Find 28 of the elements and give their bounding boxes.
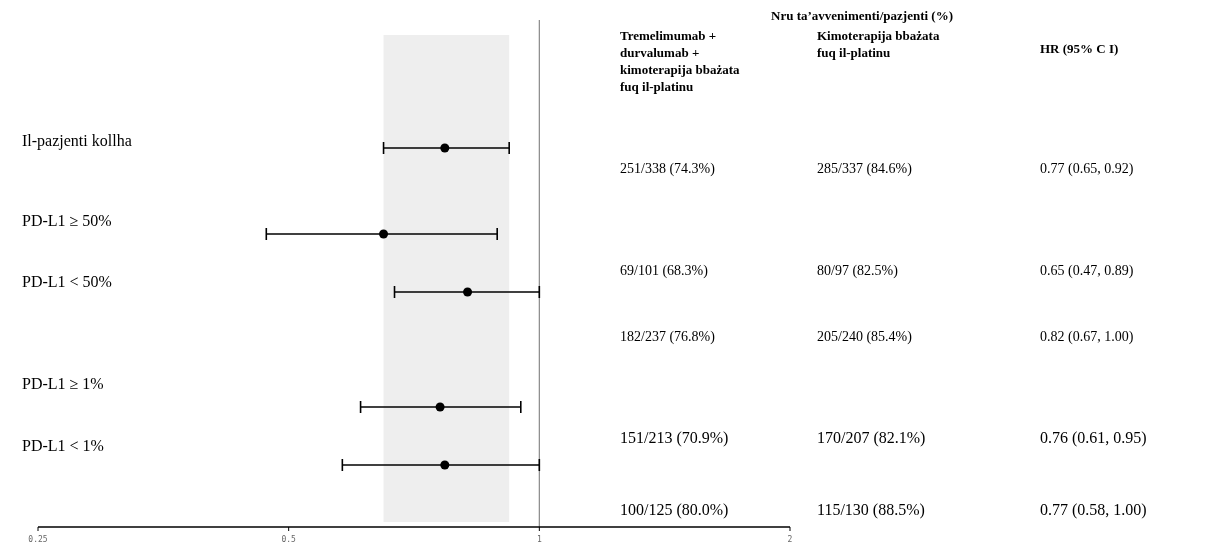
annotation: 151/213 (70.9%) — [620, 429, 729, 447]
text: 0.77 (0.65, 0.92) — [1040, 161, 1134, 177]
text: HR (95% C I) — [1040, 41, 1119, 56]
text: 0.77 (0.58, 1.00) — [1040, 501, 1147, 519]
text: Tremelimumab + durvalumab + kimoterapija bbażata fuq il-platinu — [620, 28, 741, 94]
x-tick-label: 2 — [787, 535, 793, 544]
annotation: 100/125 (80.0%) — [620, 501, 729, 519]
x-tick-label: 0.25 — [28, 535, 48, 544]
text: Kimoterapija bbażata fuq il-platinu — [817, 28, 940, 60]
y-tick-label: PD-L1 ≥ 1% — [22, 375, 104, 392]
text: 205/240 (85.4%) — [817, 329, 913, 345]
text: 0.76 (0.61, 0.95) — [1040, 429, 1147, 447]
annotation: 182/237 (76.8%) — [620, 329, 716, 345]
text: 115/130 (88.5%) — [817, 501, 925, 519]
text: 285/337 (84.6%) — [817, 161, 913, 177]
text: 0.82 (0.67, 1.00) — [1040, 329, 1134, 345]
text: 80/97 (82.5%) — [817, 263, 899, 279]
y-tick-label: Il-pazjenti kollha — [22, 132, 132, 150]
text: 170/207 (82.1%) — [817, 429, 926, 447]
y-tick-label: PD-L1 < 50% — [22, 273, 112, 290]
text: 0.65 (0.47, 0.89) — [1040, 263, 1134, 279]
annotation: 251/338 (74.3%) — [620, 161, 716, 177]
y-tick-label: PD-L1 ≥ 50% — [22, 212, 112, 229]
annotation: 69/101 (68.3%) — [620, 263, 709, 279]
x-tick-label: 0.5 — [281, 535, 297, 544]
text: Nru ta’avvenimenti/pazjenti (%) — [771, 8, 953, 23]
y-tick-label: PD-L1 < 1% — [22, 437, 104, 454]
x-tick-label: 1 — [536, 535, 542, 544]
